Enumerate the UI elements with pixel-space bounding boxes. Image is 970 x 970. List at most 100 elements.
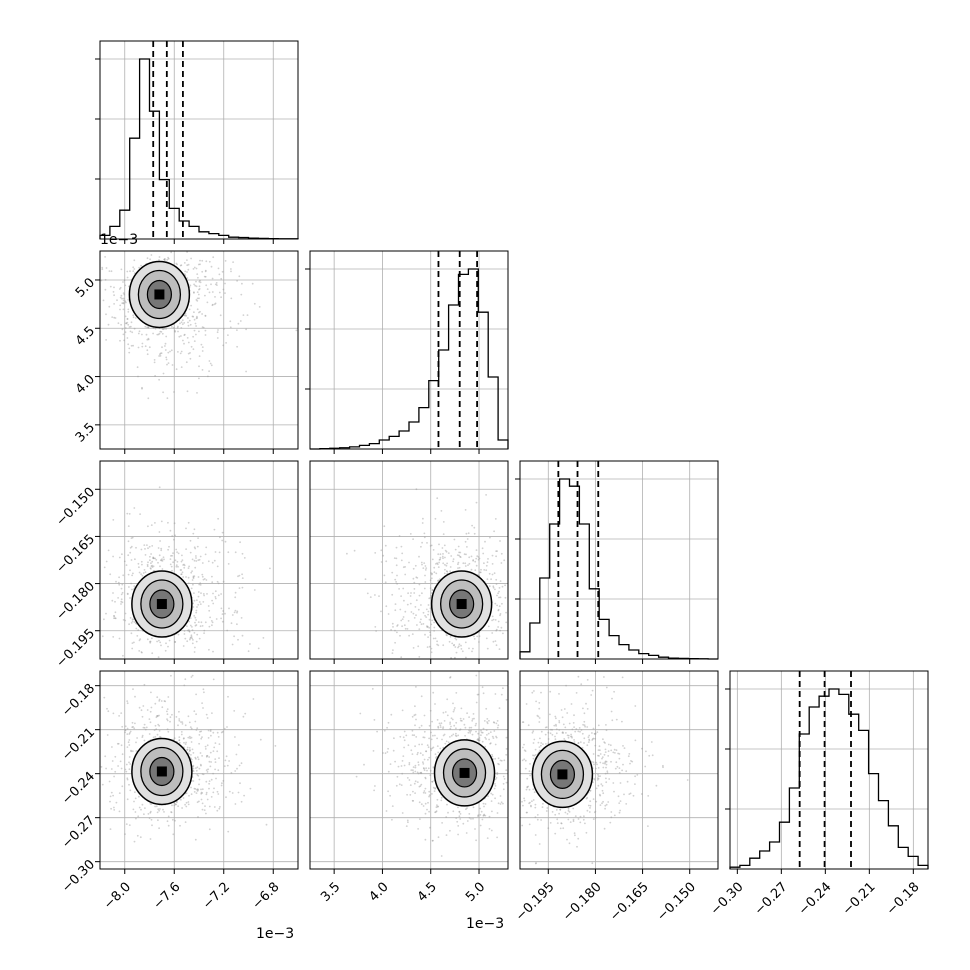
sample-point xyxy=(498,587,501,589)
sample-point xyxy=(571,728,574,731)
sample-point xyxy=(186,251,189,253)
sample-point xyxy=(178,719,181,722)
sample-point xyxy=(193,632,196,634)
sample-point xyxy=(143,723,146,726)
sample-point xyxy=(125,823,128,825)
y-tick-label: −0.150 xyxy=(53,485,98,530)
sample-point xyxy=(567,818,570,821)
sample-point xyxy=(434,517,437,520)
sample-point xyxy=(470,555,473,558)
sample-point xyxy=(201,313,204,315)
joint-panel-3-1 xyxy=(309,670,509,874)
sample-point xyxy=(193,311,195,314)
sample-point xyxy=(197,276,199,279)
sample-point xyxy=(205,780,208,783)
sample-point xyxy=(151,824,153,827)
sample-point xyxy=(450,555,453,557)
sample-point xyxy=(171,535,174,537)
sample-point xyxy=(152,565,155,568)
sample-point xyxy=(209,730,212,732)
sample-point xyxy=(436,640,438,643)
sample-point xyxy=(225,755,228,758)
sample-point xyxy=(424,812,427,815)
sample-point xyxy=(124,768,127,771)
sample-point xyxy=(190,636,192,639)
sample-point xyxy=(213,746,216,749)
sample-point xyxy=(210,734,212,737)
sample-point xyxy=(424,776,427,779)
sample-point xyxy=(127,323,130,326)
sample-point xyxy=(113,316,116,319)
sample-point xyxy=(529,763,531,765)
sample-point xyxy=(434,787,437,789)
sample-point xyxy=(192,639,194,641)
sample-point xyxy=(132,266,135,269)
sample-point xyxy=(595,787,598,790)
sample-point xyxy=(488,719,490,722)
sample-point xyxy=(647,825,649,827)
sample-point xyxy=(181,323,184,326)
sample-point xyxy=(432,637,435,640)
sample-point xyxy=(245,370,248,373)
sample-point xyxy=(592,737,595,740)
sample-point xyxy=(149,810,152,813)
sample-point xyxy=(175,564,178,566)
sample-point xyxy=(414,766,417,769)
sample-point xyxy=(252,698,255,700)
x-tick-label: −0.24 xyxy=(796,880,835,919)
sample-point xyxy=(526,786,529,789)
sample-point xyxy=(188,750,191,753)
x-offset-label-param2: 1e−3 xyxy=(466,916,504,932)
sample-point xyxy=(586,726,589,728)
sample-point xyxy=(422,736,425,739)
sample-point xyxy=(154,327,157,330)
sample-point xyxy=(200,343,203,346)
sample-point xyxy=(163,258,166,261)
sample-point xyxy=(196,727,199,730)
sample-point xyxy=(210,620,213,622)
sample-point xyxy=(191,748,194,751)
sample-point xyxy=(174,534,177,537)
x-offset-label-param1: 1e−3 xyxy=(256,926,294,942)
sample-point xyxy=(143,726,146,729)
sample-point xyxy=(197,758,200,761)
sample-point xyxy=(205,713,208,716)
sample-point xyxy=(188,721,191,724)
sample-point xyxy=(427,613,429,616)
sample-point xyxy=(181,559,184,561)
sample-point xyxy=(138,330,141,333)
sample-point xyxy=(497,592,499,595)
x-tick-label: 3.5 xyxy=(318,880,343,905)
sample-point xyxy=(158,827,161,830)
sample-point xyxy=(115,580,117,583)
sample-point xyxy=(555,732,558,735)
sample-point xyxy=(132,314,135,317)
sample-point xyxy=(562,827,565,830)
sample-point xyxy=(113,809,116,811)
sample-point xyxy=(394,609,397,612)
sample-point xyxy=(497,802,500,805)
sample-point xyxy=(231,614,234,616)
sample-point xyxy=(428,737,430,740)
sample-point xyxy=(105,767,107,770)
sample-point xyxy=(159,735,161,738)
sample-point xyxy=(417,761,420,764)
sample-point xyxy=(409,533,412,535)
sample-point xyxy=(164,700,167,703)
sample-point xyxy=(191,629,194,632)
sample-point xyxy=(128,733,131,735)
sample-point xyxy=(424,792,427,794)
sample-point xyxy=(236,767,238,770)
sample-point xyxy=(458,566,461,569)
sample-point xyxy=(149,258,152,261)
sample-point xyxy=(241,573,244,576)
sample-point xyxy=(401,772,404,775)
sample-point xyxy=(451,718,454,721)
x-tick-label: −0.30 xyxy=(708,880,747,919)
sample-point xyxy=(579,741,582,743)
sample-point xyxy=(104,755,107,758)
sample-point xyxy=(152,557,155,560)
sample-point xyxy=(211,575,213,578)
sample-point xyxy=(618,767,621,769)
sample-point xyxy=(613,748,616,751)
